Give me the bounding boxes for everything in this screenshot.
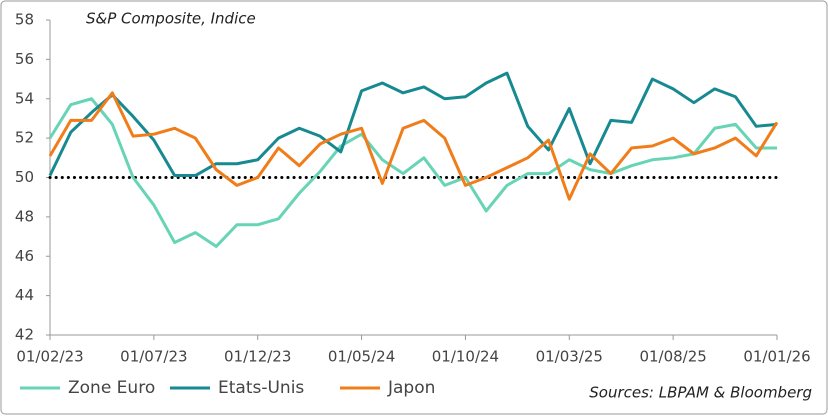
y-tick-label: 46 — [15, 247, 34, 265]
y-tick-label: 54 — [15, 89, 34, 107]
series-line — [48, 71, 778, 178]
y-tick-label: 44 — [15, 286, 34, 304]
y-tick-label: 48 — [15, 207, 34, 225]
y-tick-label: 52 — [15, 129, 34, 147]
legend-label: Zone Euro — [68, 378, 155, 398]
x-tick-label: 01/12/23 — [224, 348, 291, 366]
chart-title: S&P Composite, Indice — [86, 10, 256, 28]
y-tick-label: 42 — [15, 326, 34, 344]
x-tick-label: 01/10/24 — [432, 348, 499, 366]
legend-label: Etats-Unis — [218, 378, 304, 398]
y-tick-label: 56 — [15, 50, 34, 68]
x-tick-label: 01/08/25 — [639, 348, 706, 366]
x-tick-label: 01/02/23 — [16, 348, 83, 366]
x-tick-label: 01/07/23 — [120, 348, 187, 366]
x-tick-label: 01/03/25 — [536, 348, 603, 366]
y-tick-label: 50 — [15, 168, 34, 186]
x-tick-label: 01/01/26 — [743, 348, 810, 366]
series-line — [48, 97, 777, 248]
x-tick-label: 01/05/24 — [328, 348, 395, 366]
source: Sources: LBPAM & Bloomberg — [589, 384, 812, 402]
legend-label: Japon — [387, 378, 435, 398]
y-tick-label: 58 — [15, 11, 34, 29]
series-line — [48, 91, 779, 201]
